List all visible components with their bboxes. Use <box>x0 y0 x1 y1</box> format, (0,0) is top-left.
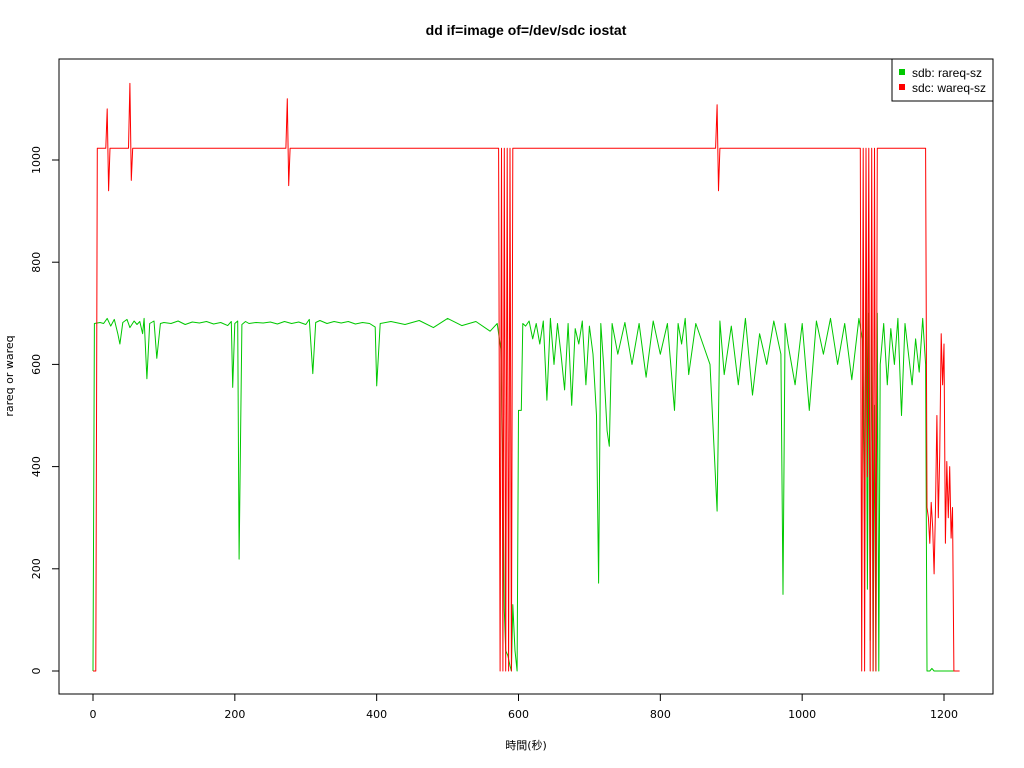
x-tick-label: 200 <box>224 708 245 721</box>
y-tick-label: 400 <box>30 456 43 477</box>
legend: sdb: rareq-sz sdc: wareq-sz <box>891 58 994 102</box>
series-line-sdc <box>93 82 960 672</box>
y-axis: 0 200 400 600 800 1000 <box>30 146 60 675</box>
y-tick-label: 600 <box>30 354 43 375</box>
y-tick-label: 0 <box>30 668 43 675</box>
y-tick-label: 800 <box>30 252 43 273</box>
x-axis-label: 時間(秒) <box>505 738 547 752</box>
y-tick-label: 1000 <box>30 146 43 174</box>
y-axis-label: rareq or wareq <box>3 335 16 416</box>
legend-swatch-sdc <box>899 84 905 90</box>
legend-swatch-sdb <box>899 69 905 75</box>
plot-frame <box>58 58 994 695</box>
x-tick-label: 0 <box>90 708 97 721</box>
x-tick-label: 400 <box>366 708 387 721</box>
series-line-sdb <box>92 277 959 672</box>
series-layer <box>92 82 960 672</box>
y-tick-label: 200 <box>30 558 43 579</box>
legend-label-sdc: sdc: wareq-sz <box>912 81 986 95</box>
legend-label-sdb: sdb: rareq-sz <box>912 66 982 80</box>
x-tick-label: 1000 <box>788 708 816 721</box>
x-tick-label: 1200 <box>930 708 958 721</box>
x-axis: 0 200 400 600 800 1000 1200 <box>90 693 958 721</box>
legend-box <box>891 58 994 102</box>
x-tick-label: 600 <box>508 708 529 721</box>
chart-title: dd if=image of=/dev/sdc iostat <box>426 22 627 38</box>
x-tick-label: 800 <box>650 708 671 721</box>
